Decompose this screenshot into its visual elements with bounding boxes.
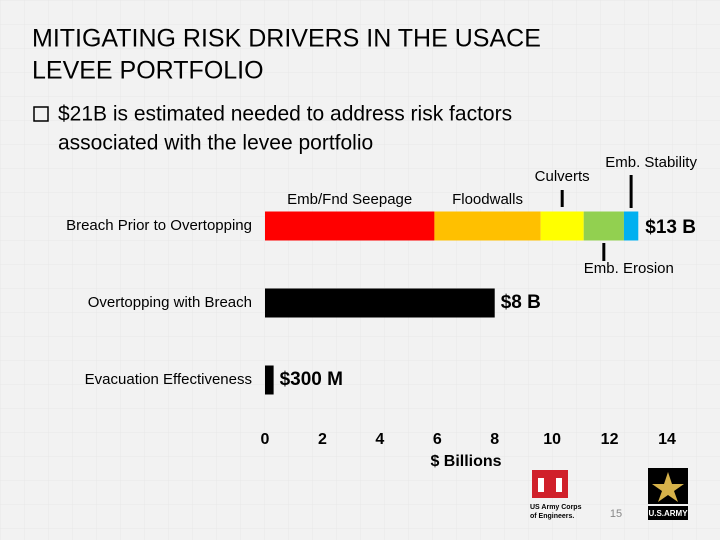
logo-castle-tower	[538, 478, 544, 492]
logo-band	[648, 506, 688, 520]
army-logo: U.S.ARMY	[648, 468, 688, 520]
usace-logo: US Army Corps of Engineers.	[530, 470, 582, 520]
x-axis-label: $ Billions	[430, 453, 501, 470]
title: MITIGATING RISK DRIVERS IN THE USACE	[32, 25, 541, 53]
bullet-box	[33, 106, 49, 122]
category-label: Breach Prior to Overtopping	[66, 217, 252, 234]
x-tick-label: 14	[658, 431, 676, 448]
segment-label: Emb/Fnd Seepage	[287, 191, 412, 208]
bar-segment	[434, 211, 541, 241]
logo-text: of Engineers.	[530, 513, 574, 520]
x-tick-label: 2	[318, 431, 327, 448]
logo-text: U.S.ARMY	[648, 509, 688, 518]
x-tick-label: 8	[490, 431, 499, 448]
x-tick-label: 4	[375, 431, 384, 448]
x-tick-label: 10	[543, 431, 561, 448]
logo-star	[652, 472, 684, 502]
logo-castle-tower	[556, 478, 562, 492]
value-label: $300 M	[280, 369, 343, 390]
x-tick-label: 6	[433, 431, 442, 448]
bar-segment	[540, 211, 584, 241]
bullet-text: $21B is estimated needed to address risk…	[58, 103, 512, 126]
x-tick-label: 12	[601, 431, 619, 448]
category-label: Evacuation Effectiveness	[85, 371, 252, 388]
bar-segment	[265, 211, 435, 241]
value-label: $8 B	[501, 292, 541, 313]
category-label: Overtopping with Breach	[88, 294, 252, 311]
bar-segment	[583, 211, 624, 241]
logo-castle	[532, 470, 568, 498]
total-label: $13 B	[645, 217, 696, 238]
page-number: 15	[610, 508, 622, 520]
segment-label: Emb. Stability	[605, 154, 697, 171]
bar-segment	[265, 365, 274, 395]
title: LEVEE PORTFOLIO	[32, 57, 264, 85]
bar-segment	[623, 211, 639, 241]
bullet-text: associated with the levee portfolio	[58, 132, 373, 155]
logo-text: US Army Corps	[530, 504, 582, 511]
segment-label: Culverts	[535, 168, 590, 185]
segment-label: Emb. Erosion	[584, 260, 674, 277]
bar-segment	[265, 288, 495, 318]
segment-label: Floodwalls	[452, 191, 523, 208]
x-tick-label: 0	[261, 431, 270, 448]
